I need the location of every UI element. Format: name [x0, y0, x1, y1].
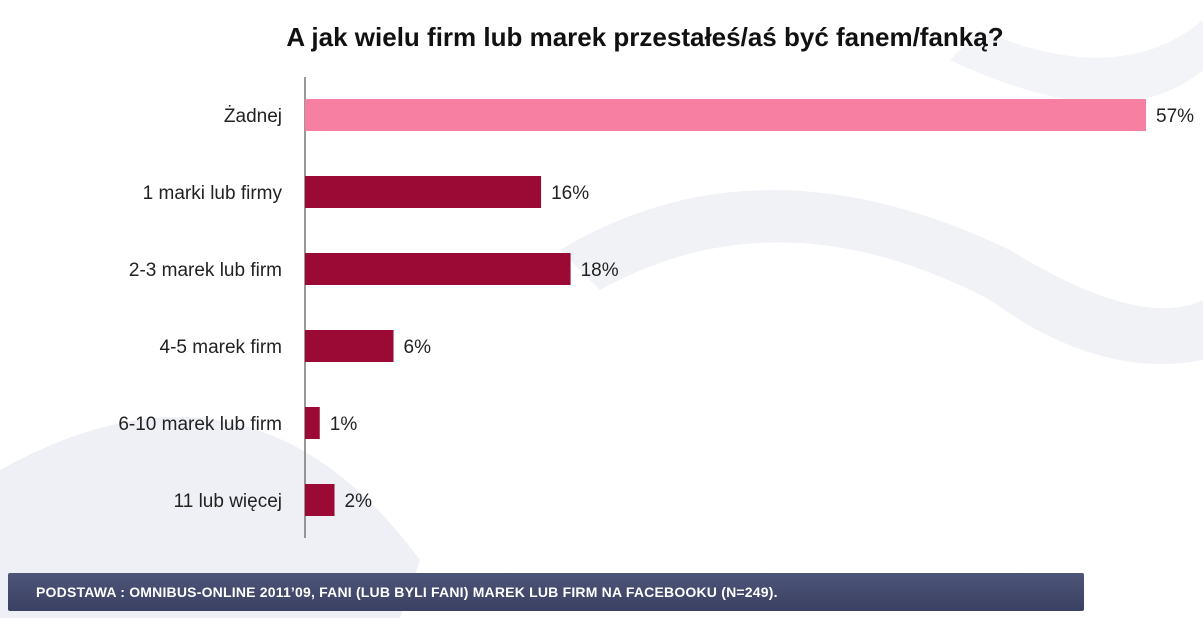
- category-label: 11 lub więcej: [174, 491, 282, 512]
- category-label: 1 marki lub firmy: [143, 183, 283, 204]
- bar-chart: Żadnej 57% 1 marki lub firmy 16% 2-3 marek l…: [118, 77, 1194, 538]
- bar-3: [305, 253, 571, 285]
- bar-2: [305, 176, 542, 208]
- source-note: PODSTAWA : OMNIBUS-ONLINE 2011’09, FANI …: [36, 584, 778, 600]
- bar-5: [305, 407, 320, 439]
- bar-4: [305, 330, 394, 362]
- value-label: 2%: [345, 491, 373, 512]
- bar-6: [305, 484, 335, 516]
- value-label: 1%: [330, 414, 358, 435]
- value-label: 18%: [581, 260, 619, 281]
- category-label: 4-5 marek firm: [160, 337, 282, 358]
- value-label: 16%: [551, 183, 589, 204]
- value-label: 6%: [404, 337, 432, 358]
- category-label: 6-10 marek lub firm: [118, 414, 282, 435]
- value-label: 57%: [1156, 106, 1194, 127]
- category-label: Żadnej: [224, 106, 282, 127]
- bar-1: [305, 99, 1146, 131]
- chart-title: A jak wielu firm lub marek przestałeś/aś…: [286, 22, 1004, 52]
- category-label: 2-3 marek lub firm: [129, 260, 282, 281]
- source-footer: PODSTAWA : OMNIBUS-ONLINE 2011’09, FANI …: [8, 573, 1084, 611]
- bars-group: Żadnej 57% 1 marki lub firmy 16% 2-3 marek l…: [118, 99, 1194, 516]
